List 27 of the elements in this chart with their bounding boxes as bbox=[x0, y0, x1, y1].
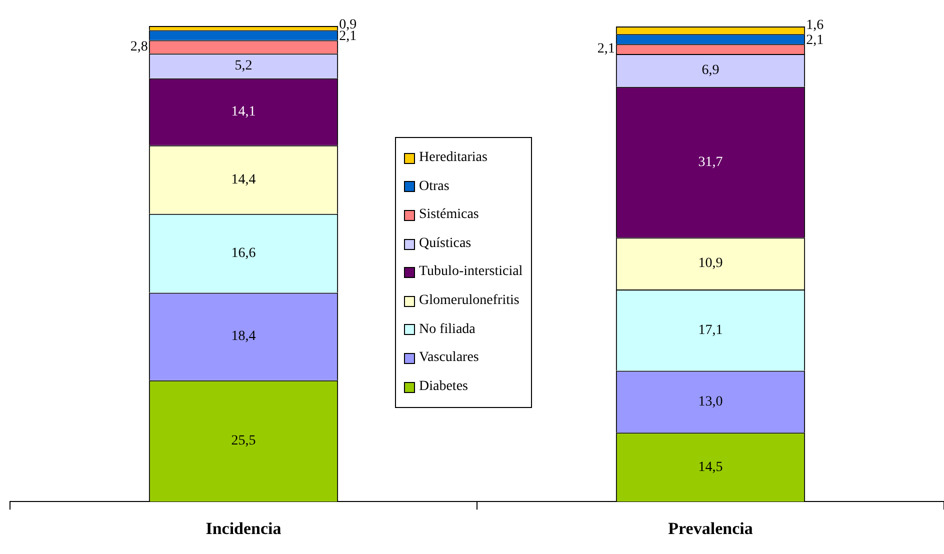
legend-label: No filiada bbox=[419, 320, 476, 339]
data-label: 14,5 bbox=[698, 460, 723, 475]
data-label: 17,1 bbox=[698, 322, 723, 338]
legend-label: Quísticas bbox=[419, 234, 472, 253]
legend-label: Sistémicas bbox=[419, 206, 479, 224]
data-label: 18,4 bbox=[231, 329, 256, 344]
data-label: 14,1 bbox=[231, 104, 256, 120]
data-label: 25,5 bbox=[231, 434, 256, 449]
legend-label: Diabetes bbox=[419, 378, 468, 396]
data-label: 31,7 bbox=[698, 154, 723, 170]
legend-label: Glomerulonefritis bbox=[419, 292, 520, 310]
data-label: 2,1 bbox=[597, 42, 615, 57]
data-label: 5,2 bbox=[234, 58, 252, 74]
legend-label: Hereditarias bbox=[419, 149, 488, 167]
legend-label: Otras bbox=[419, 178, 450, 196]
data-label: 6,9 bbox=[702, 63, 720, 78]
data-label: 16,6 bbox=[231, 246, 256, 262]
data-label: 2,8 bbox=[130, 40, 148, 55]
data-label: 10,9 bbox=[698, 256, 723, 272]
x-tick-label: Incidencia bbox=[206, 519, 282, 538]
data-label: 14,4 bbox=[231, 172, 256, 188]
data-label: 2,1 bbox=[806, 32, 824, 48]
data-label: 1,6 bbox=[806, 18, 824, 34]
legend-label: Tubulo-intersticial bbox=[419, 263, 523, 282]
x-tick-label: Prevalencia bbox=[668, 519, 754, 538]
data-label: 13,0 bbox=[698, 394, 723, 410]
legend-label: Vasculares bbox=[419, 349, 479, 368]
